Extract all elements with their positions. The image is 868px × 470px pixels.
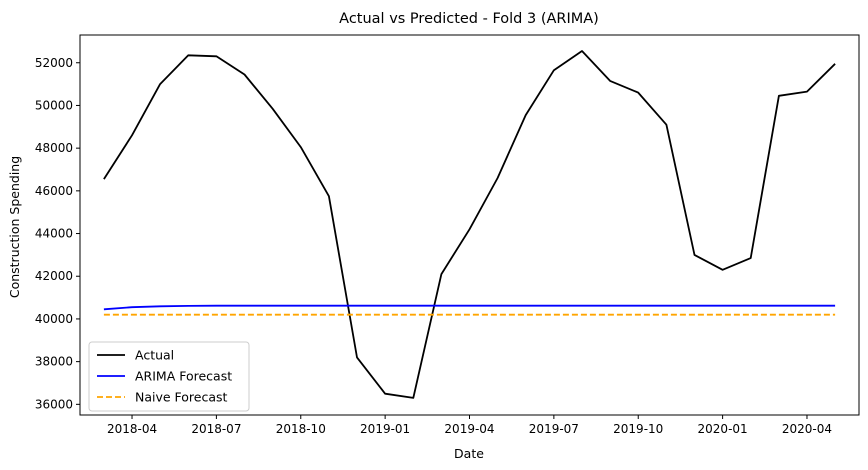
- series-line-arima-forecast: [103, 304, 836, 311]
- x-tick-label: 2019-07: [529, 422, 579, 436]
- y-axis-label: Construction Spending: [7, 156, 22, 298]
- x-tick-label: 2019-10: [613, 422, 663, 436]
- y-tick-label: 52000: [35, 56, 73, 70]
- y-axis: 36000 38000 40000 42000 44000 46000 48000 50000…: [35, 56, 80, 411]
- legend-box: [88, 341, 250, 412]
- x-tick-label: 2020-04: [782, 422, 832, 436]
- series-line-actual: [103, 50, 836, 399]
- x-tick-label: 2018-07: [191, 422, 241, 436]
- x-tick-label: 2020-01: [698, 422, 748, 436]
- chart-title: Actual vs Predicted - Fold 3 (ARIMA): [339, 11, 599, 27]
- y-tick-label: 46000: [35, 184, 73, 198]
- x-tick-label: 2018-10: [276, 422, 326, 436]
- y-tick-label: 48000: [35, 141, 73, 155]
- x-tick-label: 2019-04: [444, 422, 494, 436]
- series-lines: [103, 50, 836, 399]
- y-tick-label: 50000: [35, 98, 73, 112]
- legend-label: ARIMA Forecast: [135, 369, 232, 384]
- x-axis: 2018-04 2018-07 2018-10 2019-01 2019-04 2019-…: [107, 415, 832, 436]
- legend: Actual ARIMA Forecast Naive Forecast: [88, 341, 250, 412]
- y-tick-label: 42000: [35, 269, 73, 283]
- x-tick-label: 2019-01: [360, 422, 410, 436]
- legend-label: Actual: [135, 348, 174, 363]
- y-tick-label: 40000: [35, 312, 73, 326]
- x-tick-label: 2018-04: [107, 422, 157, 436]
- y-tick-label: 36000: [35, 397, 73, 411]
- x-axis-label: Date: [454, 446, 484, 461]
- y-tick-label: 44000: [35, 227, 73, 241]
- legend-label: Naive Forecast: [135, 390, 228, 405]
- y-tick-label: 38000: [35, 355, 73, 369]
